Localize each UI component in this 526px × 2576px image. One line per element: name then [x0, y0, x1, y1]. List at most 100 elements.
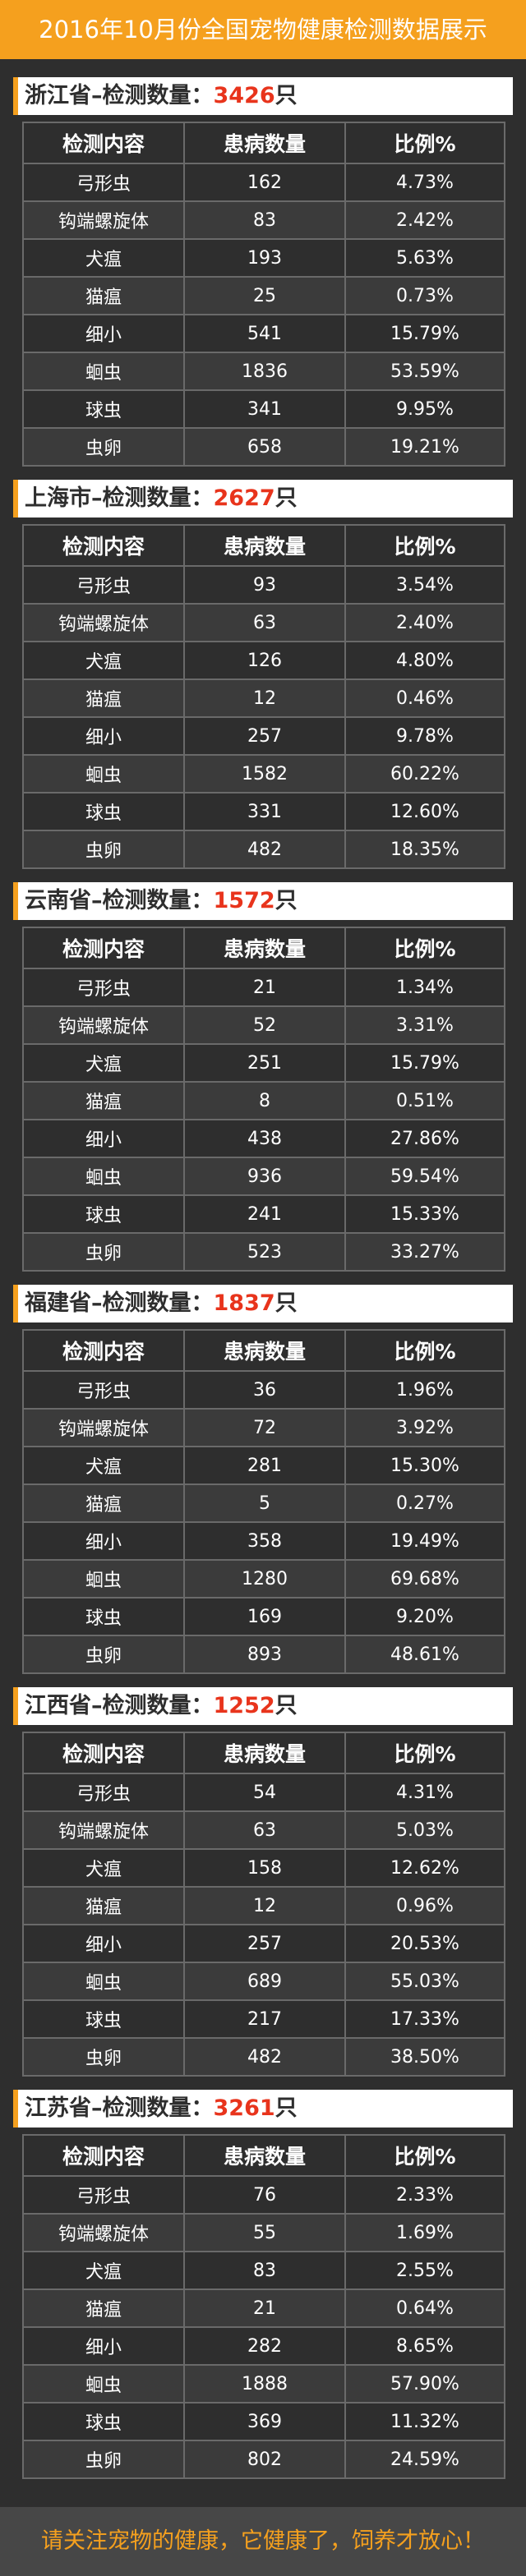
table-row: 细小 541 15.79% [22, 314, 505, 353]
section-title-label: 江西省–检测数量： [25, 1693, 214, 1718]
table-header-row: 检测内容 患病数量 比例% [22, 1329, 505, 1372]
table-row: 蛔虫 936 59.54% [22, 1157, 505, 1196]
table-cell: 169 [183, 1597, 346, 1636]
table-row: 球虫 369 11.32% [22, 2402, 505, 2441]
table-header-cell: 患病数量 [183, 524, 346, 567]
section-title: 上海市–检测数量：2627只 [13, 480, 513, 518]
table-cell: 33.27% [344, 1232, 505, 1272]
section-unit: 只 [275, 485, 298, 511]
table-cell: 猫瘟 [22, 1081, 185, 1120]
data-table: 检测内容 患病数量 比例% 弓形虫 76 2.33% 钩端螺旋体 55 1.69% 犬瘟 83 2.5… [22, 2134, 505, 2479]
table-cell: 11.32% [344, 2402, 505, 2441]
table-cell: 2.55% [344, 2251, 505, 2290]
table-cell: 9.78% [344, 716, 505, 756]
table-cell: 弓形虫 [22, 1370, 185, 1410]
table-cell: 69.68% [344, 1559, 505, 1598]
table-cell: 72 [183, 1408, 346, 1447]
province-section: 江苏省–检测数量：3261只检测内容 患病数量 比例% 弓形虫 76 2.33% 钩端螺旋体… [0, 2090, 526, 2492]
table-cell: 63 [183, 603, 346, 642]
table-row: 球虫 169 9.20% [22, 1597, 505, 1636]
table-cell: 猫瘟 [22, 678, 185, 718]
sections-container: 浙江省–检测数量：3426只 检测内容 患病数量 比例% 弓形虫 162 4.73% 钩端螺旋… [0, 59, 526, 2492]
table-cell: 1836 [183, 352, 346, 391]
table-row: 球虫 217 17.33% [22, 1999, 505, 2039]
table-cell: 36 [183, 1370, 346, 1410]
table-cell: 282 [183, 2326, 346, 2366]
table-cell: 19.21% [344, 427, 505, 467]
table-row: 猫瘟 21 0.64% [22, 2288, 505, 2328]
table-cell: 541 [183, 314, 346, 353]
data-table: 检测内容 患病数量 比例% 弓形虫 162 4.73% 钩端螺旋体 83 2.42% 犬瘟 193 5… [22, 122, 505, 467]
table-cell: 球虫 [22, 389, 185, 429]
table-row: 猫瘟 25 0.73% [22, 276, 505, 315]
table-cell: 虫卵 [22, 1232, 185, 1272]
table-cell: 15.30% [344, 1446, 505, 1485]
table-row: 钩端螺旋体 63 2.40% [22, 603, 505, 642]
table-cell: 19.49% [344, 1521, 505, 1561]
table-row: 钩端螺旋体 83 2.42% [22, 200, 505, 240]
province-section: 云南省–检测数量：1572只 检测内容 患病数量 比例% 弓形虫 21 1.34% 钩端螺旋体… [0, 882, 526, 1285]
table-cell: 1.96% [344, 1370, 505, 1410]
footer-slogan: 请关注宠物的健康，它健康了，饲养才放心！ [0, 2507, 526, 2576]
table-cell: 523 [183, 1232, 346, 1272]
table-row: 虫卵 658 19.21% [22, 427, 505, 467]
table-cell: 8 [183, 1081, 346, 1120]
table-cell: 1.69% [344, 2213, 505, 2252]
table-cell: 53.59% [344, 352, 505, 391]
table-cell: 52 [183, 1005, 346, 1045]
table-row: 细小 438 27.86% [22, 1119, 505, 1158]
table-header-cell: 患病数量 [183, 122, 346, 164]
table-cell: 细小 [22, 314, 185, 353]
table-cell: 802 [183, 2440, 346, 2479]
table-cell: 蛔虫 [22, 1962, 185, 2001]
table-cell: 369 [183, 2402, 346, 2441]
table-cell: 12.60% [344, 792, 505, 831]
table-cell: 2.33% [344, 2175, 505, 2215]
table-row: 犬瘟 251 15.79% [22, 1043, 505, 1083]
table-row: 弓形虫 93 3.54% [22, 565, 505, 605]
table-row: 钩端螺旋体 55 1.69% [22, 2213, 505, 2252]
section-count: 1572 [213, 888, 275, 913]
table-cell: 341 [183, 389, 346, 429]
table-row: 蛔虫 689 55.03% [22, 1962, 505, 2001]
section-title: 江苏省–检测数量：3261只 [13, 2090, 513, 2128]
section-unit: 只 [275, 83, 298, 108]
table-cell: 358 [183, 1521, 346, 1561]
table-cell: 虫卵 [22, 830, 185, 869]
table-cell: 126 [183, 641, 346, 680]
table-header-cell: 患病数量 [183, 1329, 346, 1372]
table-cell: 蛔虫 [22, 1559, 185, 1598]
table-cell: 钩端螺旋体 [22, 1408, 185, 1447]
data-table: 检测内容 患病数量 比例% 弓形虫 21 1.34% 钩端螺旋体 52 3.31% 犬瘟 251 15… [22, 927, 505, 1272]
table-cell: 257 [183, 716, 346, 756]
table-cell: 猫瘟 [22, 2288, 185, 2328]
table-cell: 257 [183, 1924, 346, 1963]
table-row: 犬瘟 126 4.80% [22, 641, 505, 680]
table-cell: 0.27% [344, 1484, 505, 1523]
table-cell: 4.80% [344, 641, 505, 680]
table-cell: 5.03% [344, 1810, 505, 1850]
table-row: 虫卵 802 24.59% [22, 2440, 505, 2479]
table-cell: 犬瘟 [22, 1043, 185, 1083]
table-cell: 4.31% [344, 1773, 505, 1812]
table-cell: 55 [183, 2213, 346, 2252]
table-cell: 猫瘟 [22, 1484, 185, 1523]
table-cell: 251 [183, 1043, 346, 1083]
table-cell: 球虫 [22, 1999, 185, 2039]
table-row: 犬瘟 83 2.55% [22, 2251, 505, 2290]
table-cell: 217 [183, 1999, 346, 2039]
table-cell: 15.79% [344, 1043, 505, 1083]
section-title-label: 云南省–检测数量： [25, 888, 214, 913]
table-cell: 蛔虫 [22, 1157, 185, 1196]
table-cell: 犬瘟 [22, 641, 185, 680]
table-cell: 1582 [183, 754, 346, 794]
table-cell: 细小 [22, 1119, 185, 1158]
table-row: 球虫 341 9.95% [22, 389, 505, 429]
table-cell: 54 [183, 1773, 346, 1812]
table-cell: 钩端螺旋体 [22, 1005, 185, 1045]
table-row: 弓形虫 54 4.31% [22, 1773, 505, 1812]
section-unit: 只 [275, 888, 298, 913]
table-cell: 3.92% [344, 1408, 505, 1447]
table-cell: 细小 [22, 1521, 185, 1561]
table-cell: 球虫 [22, 1194, 185, 1234]
